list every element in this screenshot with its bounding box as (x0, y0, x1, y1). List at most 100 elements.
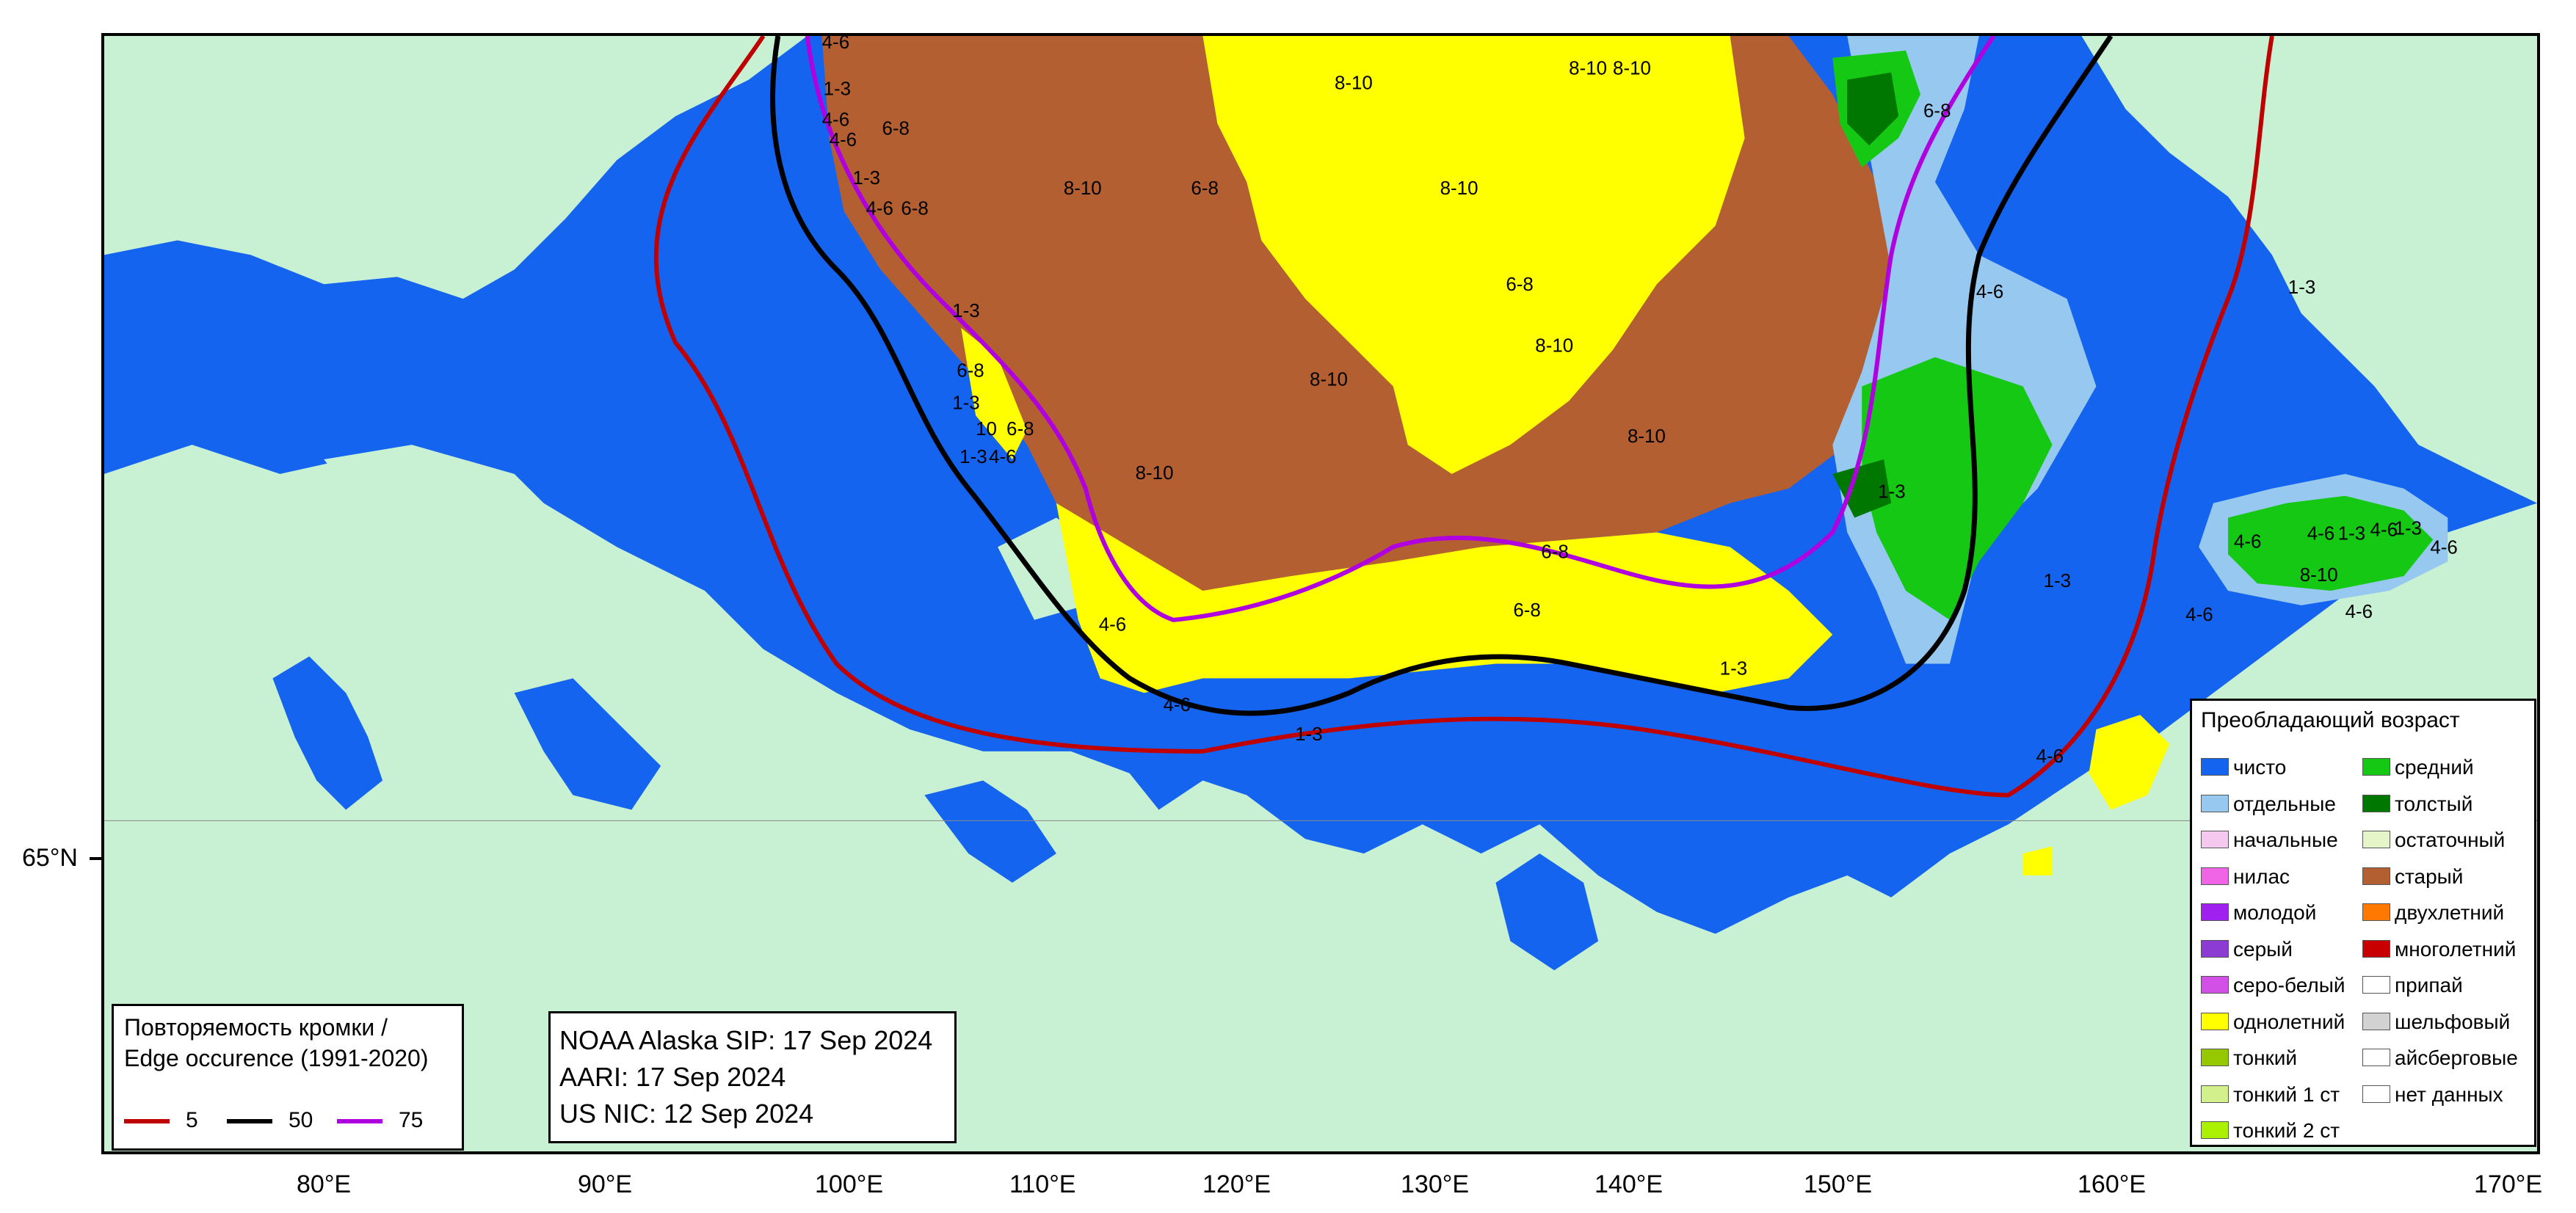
land-region (104, 36, 808, 299)
age-swatch (2362, 1085, 2390, 1103)
ice-concentration-label: 8-10 (1628, 426, 1666, 447)
bay-region (272, 656, 383, 810)
ice-labels: 4-61-34-64-61-36-84-6 6-88-10 6-88-108-10 8… (822, 36, 2458, 767)
age-swatch (2362, 1012, 2390, 1030)
ice-concentration-label: 8-10 (1064, 178, 1102, 199)
edge-legend-label: 5 (186, 1108, 198, 1132)
ice-concentration-label: 4-6 (822, 109, 849, 130)
age-legend-label: тонкий (2233, 1046, 2298, 1069)
ice-concentration-label: 4-6 (2345, 602, 2373, 622)
medium-region (1862, 357, 2053, 620)
ice-concentration-label: 1-3 (952, 393, 979, 413)
age-swatch (2201, 939, 2229, 958)
ice-concentration-label: 6-8 (1191, 178, 1218, 199)
bay-region (514, 678, 661, 810)
ice-concentration-label: 1-3 (853, 168, 880, 189)
age-legend-label: шельфовый (2395, 1010, 2511, 1033)
ice-concentration-label: 4-6 (830, 130, 857, 150)
ice-concentration-label: 6-8 (1506, 274, 1533, 295)
medium-region (2228, 495, 2434, 591)
ice-concentration-label: 1-3 (1720, 658, 1747, 679)
lat-label: 65°N (22, 844, 78, 872)
ice-concentration-label: 4-6 (1976, 282, 2003, 302)
edge-occurrence-legend: Повторяемость кромки / Edge occurence (1… (112, 1004, 464, 1151)
age-swatch (2362, 867, 2390, 885)
age-swatch (2201, 794, 2229, 812)
ice-concentration-label: 4-6 (2036, 746, 2064, 767)
ice-concentration-label: 10 (976, 419, 997, 440)
age-legend-label: нет данных (2395, 1082, 2503, 1106)
age-swatch (2201, 758, 2229, 776)
ice-concentration-label: 8-10 (1613, 59, 1651, 79)
ice-concentration-label: 6-8 (1513, 600, 1540, 621)
ice-concentration-label: 8-10 (1569, 59, 1607, 79)
edge-line-50 (770, 36, 2114, 716)
ice-concentration-label: 4-6 (2430, 537, 2457, 558)
age-swatch (2201, 1121, 2229, 1139)
age-swatch (2201, 831, 2229, 848)
age-legend-label: старый (2395, 864, 2464, 888)
age-swatch (2362, 976, 2390, 994)
ice-concentration-label: 8-10 (2300, 565, 2338, 586)
lon-label: 120°E (1202, 1170, 1271, 1198)
tick-mark (90, 857, 103, 860)
bay-region (924, 780, 1056, 883)
lon-label: 90°E (578, 1170, 633, 1198)
ice-concentration-label: 1-3 (2044, 571, 2071, 591)
ice-age-legend: Преобладающий возраст чисто отдельные нача… (2190, 699, 2536, 1147)
age-swatch (2201, 1012, 2229, 1030)
age-legend-label: айсберговые (2395, 1046, 2518, 1069)
age-legend-label: средний (2395, 756, 2474, 779)
age-swatch (2201, 976, 2229, 994)
ice-concentration-label: 4-6 (2370, 520, 2398, 540)
ice-concentration-label: 8-10 (1310, 370, 1348, 390)
ice-concentration-label: 6-8 (882, 118, 909, 139)
ice-concentration-label: 4-6 (2307, 523, 2334, 544)
edge-legend-label: 75 (399, 1108, 424, 1132)
edge-legend-title: Повторяемость кромки / (124, 1014, 388, 1041)
age-legend-label: многолетний (2395, 937, 2517, 961)
age-swatch (2362, 903, 2390, 921)
lon-label: 100°E (815, 1170, 884, 1198)
source-noaa: NOAA Alaska SIP: 17 Sep 2024 (559, 1025, 933, 1055)
age-legend-label: тонкий 2 ст (2233, 1119, 2340, 1142)
edge-legend-subtitle: Edge occurence (1991-2020) (124, 1045, 429, 1071)
ice-concentration-label: 4-6 (2234, 531, 2261, 552)
edge-line-swatch (227, 1119, 272, 1123)
age-legend-label: однолетний (2233, 1010, 2345, 1033)
ice-concentration-label: 8-10 (1440, 178, 1479, 199)
age-swatch (2201, 1049, 2229, 1066)
ice-concentration-label: 8-10 (1136, 463, 1174, 484)
land-region (2081, 36, 2537, 503)
ice-concentration-label: 6-8 (957, 361, 984, 382)
source-aari: AARI: 17 Sep 2024 (559, 1062, 786, 1092)
age-legend-label: нилас (2233, 864, 2290, 888)
age-legend-label: толстый (2395, 792, 2473, 815)
first-year-region (2022, 846, 2053, 875)
lon-label: 150°E (1804, 1170, 1873, 1198)
ice-map[interactable]: 4-6 1-3 4-6 4-6 1-3 6-8 4-6 6-8 8-10 6-8 8-10 8-10 8… (101, 33, 2540, 1154)
age-legend-label: серо-белый (2233, 974, 2345, 997)
ice-concentration-label: 1-3 (2394, 518, 2421, 539)
ice-concentration-label: 4-6 (989, 447, 1016, 467)
lon-label: 110°E (1009, 1170, 1076, 1198)
age-swatch (2362, 1049, 2390, 1066)
age-legend-title: Преобладающий возраст (2201, 708, 2460, 732)
ice-concentration-label: 4-6 (822, 36, 849, 53)
edge-legend-label: 50 (289, 1108, 313, 1132)
edge-legend-row: 5 50 75 (124, 1106, 451, 1135)
age-swatch (2201, 1085, 2229, 1103)
edge-line-75 (805, 36, 1996, 622)
age-legend-label: тонкий 1 ст (2233, 1082, 2340, 1106)
ice-concentration-label: 4-6 (2185, 605, 2213, 625)
ice-concentration-label: 4-6 (1164, 695, 1191, 715)
ice-concentration-label: 4-6 (1099, 615, 1126, 635)
lon-label: 130°E (1401, 1170, 1470, 1198)
edge-line-swatch (337, 1119, 382, 1123)
age-legend-label: молодой (2233, 901, 2317, 924)
ice-concentration-label: 6-8 (1006, 419, 1034, 440)
ice-concentration-label: 4-6 (866, 199, 893, 219)
edge-line-5 (653, 36, 2274, 798)
land-region (324, 445, 559, 547)
ice-concentration-label: 1-3 (959, 447, 987, 467)
